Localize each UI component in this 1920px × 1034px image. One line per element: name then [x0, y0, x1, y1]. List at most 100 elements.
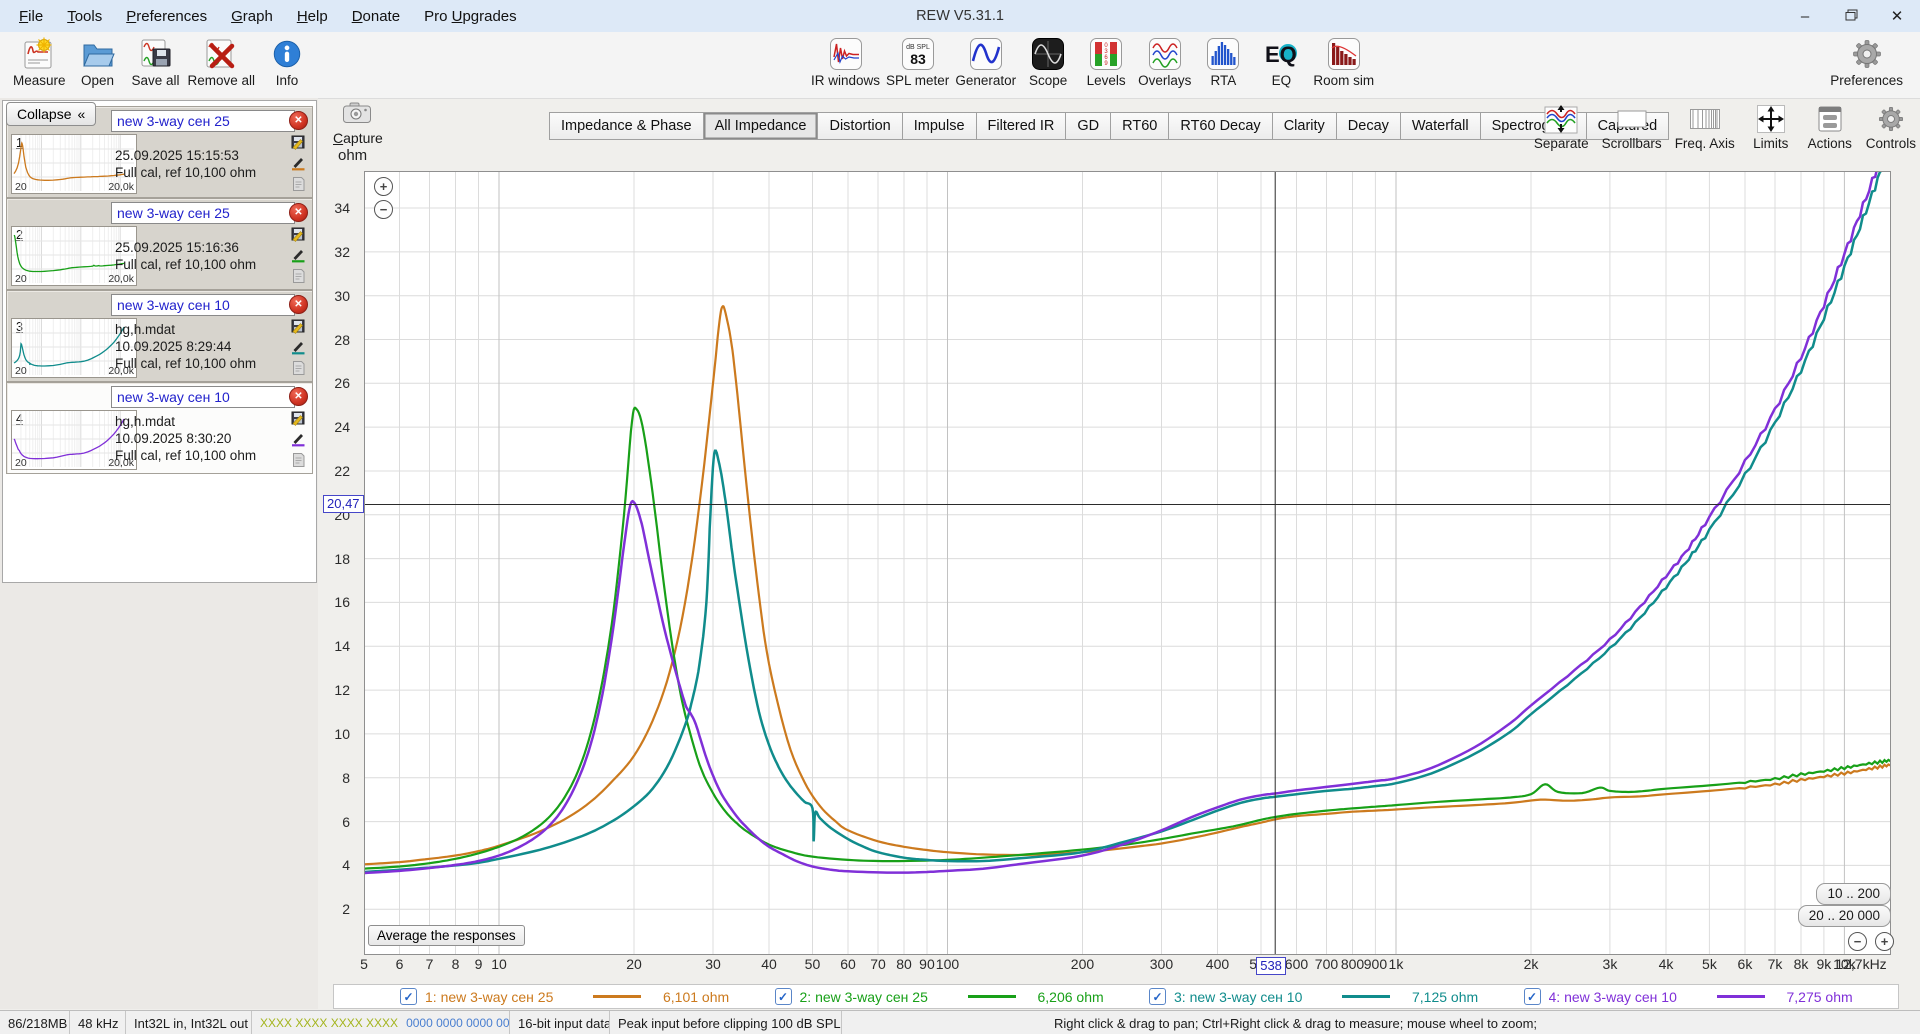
menu-preferences[interactable]: Preferences: [126, 7, 208, 25]
zoom-out-icon[interactable]: −: [374, 200, 393, 219]
mini-notes-icon[interactable]: [291, 360, 306, 376]
measurement-card-4[interactable]: new 3-way сен 10 ✕ 4 20 20,0k hg,h.mdat 10.09.…: [6, 382, 313, 474]
collapse-label: Collapse: [17, 106, 72, 122]
tool-measure[interactable]: Measure: [10, 34, 69, 89]
tool-preferences[interactable]: Preferences: [1827, 34, 1906, 89]
minimize-button[interactable]: –: [1782, 0, 1828, 32]
view-controls[interactable]: Controls: [1866, 104, 1916, 151]
tool-room-sim[interactable]: Room sim: [1310, 34, 1377, 89]
impedance-chart[interactable]: + − Average the responses 10 .. 200 20 .…: [364, 171, 1894, 955]
freq-axis-icon: [1689, 104, 1721, 134]
zoom-out-bottom-icon[interactable]: −: [1848, 932, 1867, 951]
graph-tabs: Impedance & Phase All Impedance Distortion…: [549, 112, 1670, 140]
tool-eq[interactable]: EQ EQ: [1252, 34, 1310, 89]
collapse-button[interactable]: Collapse «: [6, 102, 97, 126]
view-separate[interactable]: Separate: [1534, 104, 1589, 151]
tab-gd[interactable]: GD: [1065, 112, 1112, 140]
trace-pencil-icon[interactable]: [291, 247, 306, 263]
capture-button[interactable]: Capture: [333, 102, 383, 146]
legend-checkbox[interactable]: ✓: [1523, 988, 1541, 1005]
delete-measurement-button[interactable]: ✕: [289, 203, 308, 222]
eq-icon: EQ: [1263, 35, 1299, 73]
tab-decay[interactable]: Decay: [1335, 112, 1401, 140]
tab-waterfall[interactable]: Waterfall: [1399, 112, 1481, 140]
tool-scope[interactable]: Scope: [1019, 34, 1077, 89]
legend-checkbox[interactable]: ✓: [400, 988, 417, 1005]
tab-clarity[interactable]: Clarity: [1271, 112, 1337, 140]
menu-pro-upgrades[interactable]: Pro Upgrades: [424, 7, 517, 25]
tool-save-all[interactable]: Save all: [127, 34, 185, 89]
tab-filtered-ir[interactable]: Filtered IR: [975, 112, 1067, 140]
legend-checkbox[interactable]: ✓: [774, 988, 792, 1005]
delete-measurement-button[interactable]: ✕: [289, 295, 308, 314]
tab-all-impedance[interactable]: All Impedance: [702, 112, 819, 140]
y-tick-label: 14: [334, 638, 350, 655]
mini-save-icon[interactable]: [291, 318, 306, 334]
mini-save-icon[interactable]: [291, 134, 306, 150]
mini-notes-icon[interactable]: [291, 268, 306, 284]
tool-spl-meter[interactable]: dB SPL 83 SPL meter: [883, 34, 952, 89]
view-freq-axis[interactable]: Freq. Axis: [1675, 104, 1735, 151]
trace-pencil-icon[interactable]: [291, 155, 306, 171]
tab-impulse[interactable]: Impulse: [901, 112, 977, 140]
remove-all-icon: [203, 35, 239, 73]
tool-label: Preferences: [1830, 73, 1903, 88]
trace-pencil-icon[interactable]: [291, 431, 306, 447]
mini-save-icon[interactable]: [291, 410, 306, 426]
tool-info[interactable]: Info: [258, 34, 316, 89]
tool-open[interactable]: Open: [69, 34, 127, 89]
mini-save-icon[interactable]: [291, 226, 306, 242]
measurement-thumbnail: 2 20 20,0k: [11, 226, 137, 286]
tool-generator[interactable]: Generator: [952, 34, 1019, 89]
menu-graph[interactable]: Graph: [231, 7, 273, 25]
rta-icon: [1205, 35, 1241, 73]
freq-range-10-200-button[interactable]: 10 .. 200: [1816, 883, 1891, 905]
legend-line-sample: [1342, 995, 1390, 998]
measurement-name-input[interactable]: new 3-way сен 25: [111, 202, 295, 224]
measurement-name-input[interactable]: new 3-way сен 25: [111, 110, 295, 132]
menu-help[interactable]: Help: [296, 7, 328, 25]
titlebar: File Tools Preferences Graph Help Donate Pro U…: [0, 0, 1920, 33]
legend-entry-3: ✓ 3: new 3-way сен 10 7,125 ohm: [1149, 988, 1524, 1005]
maximize-button[interactable]: [1828, 0, 1874, 32]
tool-rta[interactable]: RTA: [1194, 34, 1252, 89]
tool-label: SPL meter: [886, 73, 950, 88]
measurement-name-input[interactable]: new 3-way сен 10: [111, 294, 295, 316]
delete-measurement-button[interactable]: ✕: [289, 111, 308, 130]
mini-notes-icon[interactable]: [291, 176, 306, 192]
mini-notes-icon[interactable]: [291, 452, 306, 468]
menu-file[interactable]: File: [19, 7, 44, 25]
measurement-card-3[interactable]: new 3-way сен 10 ✕ 3 20 20,0k hg,h.mdat 10.09.…: [6, 290, 313, 382]
menu-tools[interactable]: Tools: [67, 7, 103, 25]
trace-pencil-icon[interactable]: [291, 339, 306, 355]
tool-levels[interactable]: 0 3 6 9 Levels: [1077, 34, 1135, 89]
tool-overlays[interactable]: Overlays: [1135, 34, 1194, 89]
x-tick-label: 1k: [1388, 956, 1404, 972]
measurement-thumbnail: 3 20 20,0k: [11, 318, 137, 378]
menu-donate[interactable]: Donate: [351, 7, 401, 25]
view-label: Controls: [1865, 136, 1916, 151]
close-button[interactable]: ✕: [1874, 0, 1920, 32]
legend-checkbox[interactable]: ✓: [1149, 988, 1166, 1005]
measurement-card-2[interactable]: new 3-way сен 25 ✕ 2 20 20,0k 25.09.2025 15:1…: [6, 198, 313, 290]
legend-label: 4: new 3-way сен 10: [1548, 988, 1677, 1005]
x-tick-label: 40: [761, 956, 777, 972]
view-scrollbars[interactable]: Scrollbars: [1602, 104, 1662, 151]
measurement-name-input[interactable]: new 3-way сен 10: [111, 386, 295, 408]
measurement-card-1[interactable]: new 3-way сен 25 ✕ 1 20 20,0k 25.09.2025 15:1…: [6, 106, 313, 198]
view-actions[interactable]: Actions: [1807, 104, 1853, 151]
tab-impedance-phase[interactable]: Impedance & Phase: [549, 112, 704, 140]
tool-remove-all[interactable]: Remove all: [185, 34, 259, 89]
tool-ir-windows[interactable]: IR windows: [808, 34, 883, 89]
average-responses-button[interactable]: Average the responses: [368, 925, 525, 946]
zoom-in-icon[interactable]: +: [374, 177, 393, 196]
zoom-in-bottom-icon[interactable]: +: [1875, 932, 1894, 951]
tab-rt60[interactable]: RT60: [1110, 112, 1170, 140]
close-icon: ✕: [1890, 8, 1904, 25]
freq-range-20-20000-button[interactable]: 20 .. 20 000: [1797, 905, 1891, 927]
status-segment-6: Right click & drag to pan; Ctrl+Right cl…: [1054, 1015, 1538, 1031]
delete-measurement-button[interactable]: ✕: [289, 387, 308, 406]
tab-distortion[interactable]: Distortion: [817, 112, 903, 140]
view-limits[interactable]: Limits: [1748, 104, 1794, 151]
tab-rt60-decay[interactable]: RT60 Decay: [1168, 112, 1273, 140]
